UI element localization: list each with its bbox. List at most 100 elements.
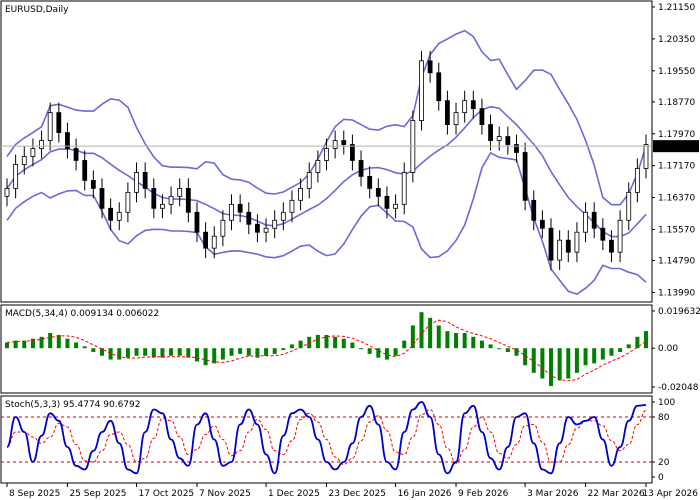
macd-bar [393,348,398,356]
macd-bar [333,336,338,349]
candle [367,166,373,199]
macd-bar [402,340,407,349]
macd-bar [108,348,113,360]
candle [246,202,252,235]
last-price-label: 1.17659 [657,142,694,152]
macd-bar [531,348,536,373]
macd-bar [367,348,372,354]
macd-bar [117,348,122,360]
last-price-tag [653,140,699,153]
candle [177,178,183,207]
candle [496,126,502,151]
candle [479,98,485,135]
macd-bar [428,317,433,349]
macd-bar [445,331,450,349]
stoch-d-line [6,408,647,466]
candle [643,134,649,179]
axes: 1.21150 1.20350 1.19550 1.18770 1.17970 1.171… [6,3,700,499]
x-tick-label: 3 Mar 2026 [527,489,579,499]
macd-bar [272,348,277,354]
candle [341,130,347,155]
macd-bar [203,348,208,366]
candle [617,210,623,263]
macd-bar [635,336,640,349]
candle [583,202,588,243]
candle [436,62,442,111]
macd-bar [324,334,329,349]
macd-bar [609,348,614,356]
candle [168,186,174,215]
price-y-tick-label: 1.16370 [658,194,695,204]
candle [211,226,217,259]
x-tick-label: 22 Mar 2026 [588,489,645,499]
candle [557,230,563,271]
candle [47,102,53,151]
candle [488,114,493,151]
chart-frame [0,0,653,484]
macd-bar [359,348,364,350]
macd-bar [238,348,243,354]
macd-pane-frame [0,304,653,394]
candle [522,142,528,211]
x-tick-label: 16 Jan 2026 [398,489,452,499]
macd-y-tick-label: -0.02048 [658,383,699,393]
candle [160,194,165,219]
macd-bar [39,336,44,349]
price-y-tick-label: 1.13990 [658,288,695,298]
candle [220,210,226,247]
candle [444,90,450,135]
x-tick-label: 23 Dec 2025 [329,489,387,499]
macd-bar [169,348,174,356]
candle [609,230,614,263]
price-y-tick-label: 1.15570 [658,225,695,235]
candle [194,202,200,243]
candle [56,102,62,143]
x-tick-label: 25 Sep 2025 [69,489,126,499]
candle [315,150,321,183]
x-tick-label: 17 Oct 2025 [139,489,195,499]
candle [626,182,632,231]
macd-bar [419,312,424,349]
price-y-tick-label: 1.14790 [658,257,695,267]
candle [90,170,96,199]
x-tick-label: 7 Nov 2025 [199,489,251,499]
macd-bar [5,342,9,349]
candle [419,50,424,131]
macd-bar [255,348,260,358]
candle [350,134,355,171]
candle [401,162,407,215]
macd-bar [212,348,217,364]
macd-bar [91,348,96,352]
macd-pane: MACD(5,34,4) 0.009134 0.006022 [5,309,648,387]
macd-bar [315,334,320,349]
macd-bar [229,348,234,356]
macd-bar [74,342,79,349]
x-tick-label: 8 Sep 2025 [9,489,60,499]
stoch-y-tick-label: 80 [658,413,670,423]
macd-bar [566,348,571,379]
macd-bar [523,348,528,366]
candle [591,202,597,239]
macd-bar [410,325,415,349]
candle [99,178,105,219]
price-y-tick-label: 1.17170 [658,162,695,172]
macd-bar [246,348,251,356]
candle [393,194,398,219]
macd-bar [462,333,467,349]
macd-signal-line [6,319,647,382]
candle [108,198,114,231]
candle [272,210,278,239]
macd-bar [488,344,493,349]
candle [306,162,312,199]
candle [453,102,459,135]
bollinger-upper-band [6,29,647,206]
candle [539,210,545,239]
price-pane-frame [0,0,653,303]
bollinger-middle-band [6,105,647,238]
macd-bar [281,348,286,351]
macd-bar [298,340,303,349]
stoch-title: Stoch(5,3,3) 95.4774 90.6792 [5,400,140,410]
macd-bar [384,348,389,360]
price-y-tick-label: 1.18770 [658,98,695,108]
bollinger-lower-band [6,151,647,295]
